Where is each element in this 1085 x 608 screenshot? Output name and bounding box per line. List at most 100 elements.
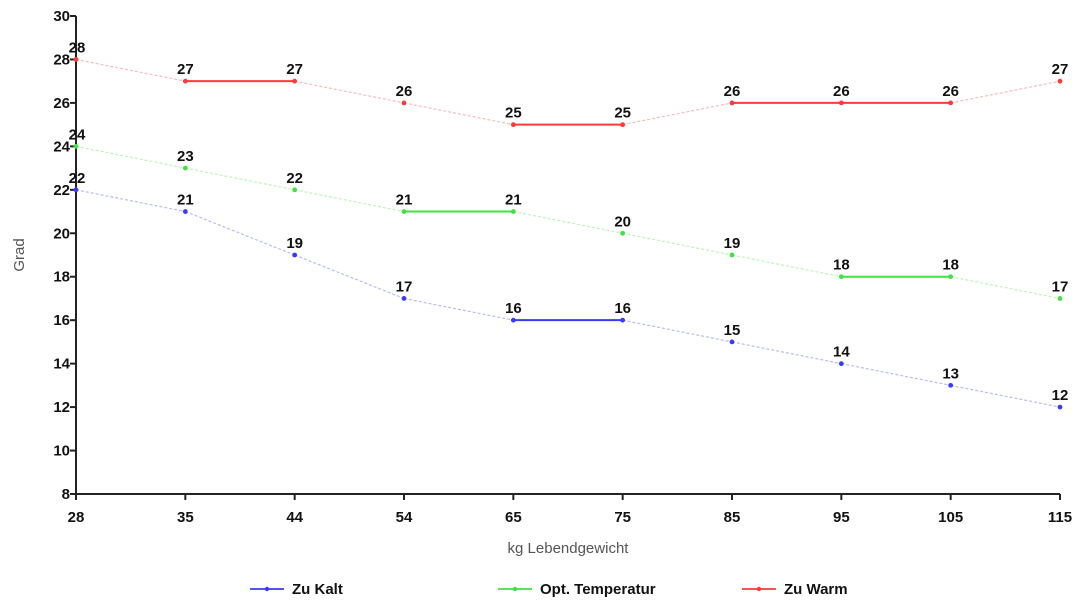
x-tick-label: 44 xyxy=(286,509,303,526)
legend-item: Opt. Temperatur xyxy=(498,581,656,598)
y-tick-label: 8 xyxy=(62,486,70,503)
data-point xyxy=(73,187,79,193)
series-line-segment xyxy=(403,297,514,321)
data-label: 21 xyxy=(177,192,194,209)
x-tick-label: 65 xyxy=(505,509,522,526)
data-point xyxy=(73,57,79,62)
data-label: 26 xyxy=(942,83,959,100)
series-line-segment xyxy=(185,210,295,256)
data-label: 26 xyxy=(833,83,850,100)
y-tick-label: 16 xyxy=(53,312,70,329)
legend-marker xyxy=(264,586,270,592)
series-line-segment xyxy=(950,80,1061,104)
data-point xyxy=(838,100,844,106)
x-tick-label: 75 xyxy=(614,509,631,526)
data-label-layer: 22 21 19 17 16 16 15 14 13 12 24 23 22 21 21 20 19 18 18 17… xyxy=(69,39,1069,404)
y-tick-label: 28 xyxy=(53,51,70,68)
data-label: 22 xyxy=(69,170,86,187)
data-point xyxy=(292,187,298,193)
data-label: 20 xyxy=(614,213,631,230)
data-point xyxy=(73,143,79,149)
series-line-segment xyxy=(294,189,405,213)
data-label: 21 xyxy=(505,192,522,209)
data-label: 14 xyxy=(833,344,850,361)
data-point xyxy=(401,296,407,301)
data-point xyxy=(1057,296,1063,301)
data-point xyxy=(292,78,298,84)
data-label: 12 xyxy=(1052,387,1069,404)
legend-item: Zu Kalt xyxy=(250,581,343,598)
data-point xyxy=(948,100,954,106)
series-zu-warm xyxy=(73,57,1063,128)
data-point xyxy=(510,122,516,128)
series-line-segment xyxy=(294,80,405,104)
data-point xyxy=(620,122,626,128)
y-tick-group: 8 10 12 14 16 18 20 22 24 26 28 30 xyxy=(53,8,76,503)
data-point xyxy=(620,230,626,236)
series-line-segment xyxy=(622,319,733,343)
data-label: 15 xyxy=(724,322,741,339)
data-label: 19 xyxy=(724,235,741,252)
data-point xyxy=(401,209,407,214)
x-tick-group: 28 35 44 54 65 75 85 95 105 115 xyxy=(68,494,1072,526)
data-label: 25 xyxy=(614,105,631,122)
x-tick-label: 95 xyxy=(833,509,850,526)
series-line-segment xyxy=(75,145,186,169)
data-label: 23 xyxy=(177,148,194,165)
legend-item: Zu Warm xyxy=(742,581,848,598)
x-tick-label: 105 xyxy=(938,509,963,526)
series-line-segment xyxy=(513,210,623,234)
series-line-segment xyxy=(75,189,186,213)
data-label: 26 xyxy=(396,83,413,100)
data-label: 18 xyxy=(833,257,850,274)
data-point xyxy=(401,100,407,106)
legend-label: Opt. Temperatur xyxy=(540,581,656,598)
y-tick-label: 18 xyxy=(53,269,70,286)
series-opt-temperatur xyxy=(73,143,1063,301)
y-tick-label: 14 xyxy=(53,356,70,373)
data-point xyxy=(1057,404,1063,410)
series-line-segment xyxy=(75,58,186,82)
series-line-segment xyxy=(622,102,733,126)
x-tick-label: 28 xyxy=(68,509,85,526)
series-layer xyxy=(73,57,1063,410)
data-point xyxy=(292,252,298,258)
x-tick-label: 115 xyxy=(1048,509,1072,526)
data-point xyxy=(838,361,844,367)
data-label: 27 xyxy=(177,61,194,78)
data-point xyxy=(1057,78,1063,84)
legend: Zu Kalt Opt. Temperatur Zu Warm xyxy=(250,581,848,598)
series-line-segment xyxy=(731,341,842,365)
data-label: 21 xyxy=(396,192,413,209)
data-label: 18 xyxy=(942,257,959,274)
data-point xyxy=(948,274,954,280)
y-tick-label: 24 xyxy=(53,138,70,155)
y-tick-label: 12 xyxy=(53,399,70,416)
y-axis-title: Grad xyxy=(11,238,28,271)
data-label: 28 xyxy=(69,39,86,56)
x-tick-label: 35 xyxy=(177,509,194,526)
y-tick-label: 26 xyxy=(53,95,70,112)
series-line-segment xyxy=(403,102,514,126)
series-line-segment xyxy=(622,232,733,256)
data-label: 27 xyxy=(286,61,303,78)
axes xyxy=(75,16,1060,495)
series-line-segment xyxy=(185,167,295,191)
legend-label: Zu Warm xyxy=(784,581,848,598)
y-tick-label: 20 xyxy=(53,225,70,242)
data-label: 16 xyxy=(505,300,522,317)
legend-marker xyxy=(756,586,762,592)
data-label: 24 xyxy=(69,126,86,143)
series-line-segment xyxy=(950,276,1061,300)
series-zu-kalt xyxy=(73,187,1063,410)
data-label: 25 xyxy=(505,105,522,122)
data-point xyxy=(510,317,516,323)
series-line-segment xyxy=(950,384,1061,408)
data-point xyxy=(620,317,626,323)
data-label: 13 xyxy=(942,365,959,382)
y-tick-label: 10 xyxy=(53,443,70,460)
legend-label: Zu Kalt xyxy=(292,581,343,598)
data-point xyxy=(510,209,516,214)
data-point xyxy=(838,274,844,280)
